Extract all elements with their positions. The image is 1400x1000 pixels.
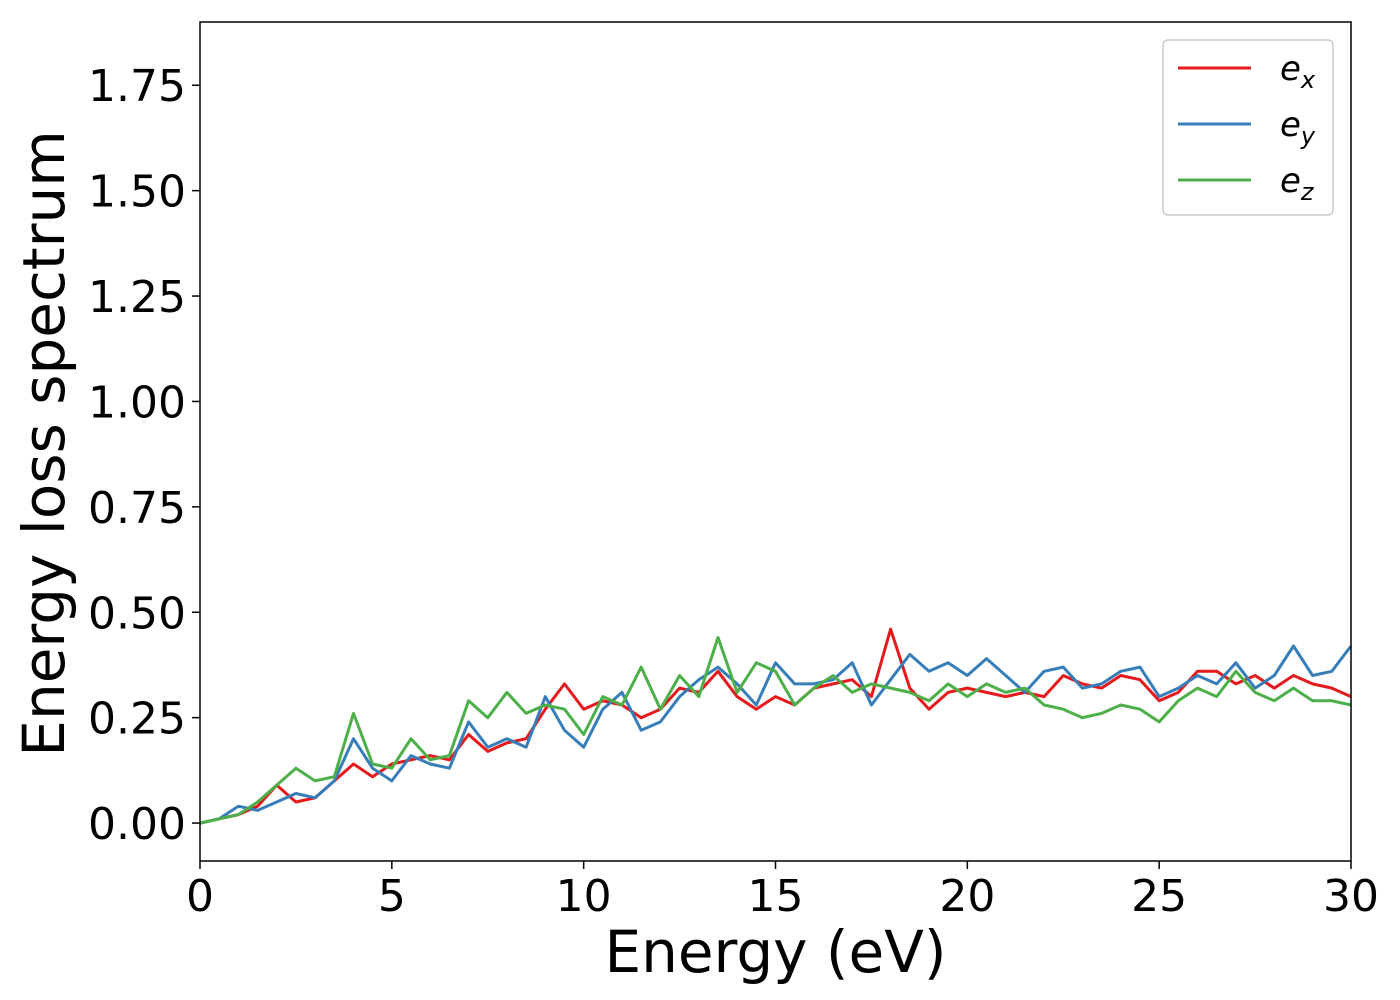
legend-label-y: ey	[1280, 105, 1316, 150]
legend-label-z: ez	[1280, 161, 1315, 206]
x-tick-label: 25	[1131, 871, 1187, 922]
y-tick-label: 0.50	[88, 588, 186, 639]
legend-box	[1162, 39, 1334, 216]
series-line-z	[199, 636, 1352, 825]
legend-label-x: ex	[1280, 49, 1316, 94]
series-line-y	[199, 644, 1353, 825]
y-tick-label: 0.75	[88, 483, 186, 534]
x-tick-label: 30	[1323, 871, 1379, 922]
x-tick-label: 20	[939, 871, 995, 922]
y-tick-label: 1.25	[88, 272, 186, 323]
series-lines	[199, 627, 1353, 825]
y-tick-label: 0.25	[88, 694, 186, 745]
y-axis: 0.00 0.25 0.50 0.75 1.00 1.25 1.50 1.75	[88, 61, 200, 850]
y-tick-label: 1.00	[88, 377, 186, 428]
x-axis-title: Energy (eV)	[604, 918, 946, 986]
x-tick-label: 10	[556, 871, 612, 922]
y-tick-label: 0.00	[88, 799, 186, 850]
series-line-x	[199, 627, 1352, 825]
y-axis-title: Energy loss spectrum	[10, 130, 78, 756]
y-tick-label: 1.50	[88, 167, 186, 218]
x-axis: 0 5 10 15 20 25 30	[186, 861, 1379, 922]
x-tick-label: 5	[378, 871, 406, 922]
x-tick-label: 15	[748, 871, 804, 922]
x-tick-label: 0	[186, 871, 214, 922]
y-tick-label: 1.75	[88, 61, 186, 112]
legend: ex ey ez	[1162, 39, 1334, 216]
